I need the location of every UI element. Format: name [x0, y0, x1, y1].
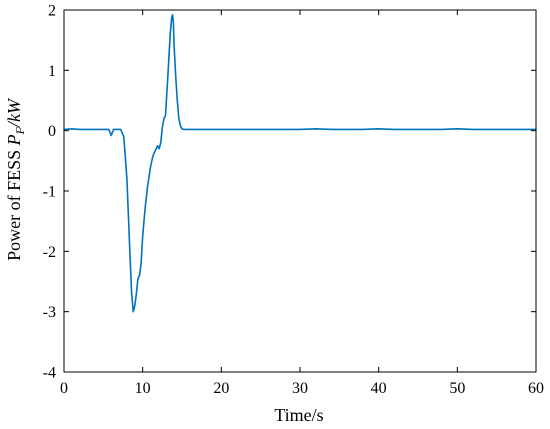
ticks: 0 10 20 30 40 50 60 -4 -3 -2 -1 0 1 2	[43, 3, 544, 398]
y-tick-label: 2	[48, 3, 56, 20]
x-tick-label: 30	[292, 380, 308, 397]
y-tick-label: 0	[48, 123, 56, 140]
x-tick-label: 0	[60, 380, 68, 397]
y-axis-title-prefix: Power of FESS	[4, 145, 24, 261]
axes-box	[63, 9, 537, 373]
x-tick-label: 40	[371, 380, 387, 397]
y-axis-title-unit: /kW	[4, 97, 24, 128]
y-tick-label: 1	[48, 63, 56, 80]
y-axis-title-subscript: F	[13, 126, 27, 135]
y-tick-label: -4	[43, 365, 56, 382]
x-tick-label: 20	[213, 380, 229, 397]
x-tick-label: 60	[528, 380, 544, 397]
plot-area	[63, 14, 537, 313]
y-tick-label: -1	[43, 184, 56, 201]
x-axis-title: Time/s	[274, 405, 323, 425]
y-axis-title-symbol: P	[4, 134, 24, 146]
series-line-0	[63, 14, 537, 313]
x-tick-label: 50	[449, 380, 465, 397]
y-tick-label: -3	[43, 304, 56, 321]
y-axis-title: Power of FESS PF/kW	[4, 97, 27, 261]
y-tick-label: -2	[43, 244, 56, 261]
x-tick-label: 10	[135, 380, 151, 397]
